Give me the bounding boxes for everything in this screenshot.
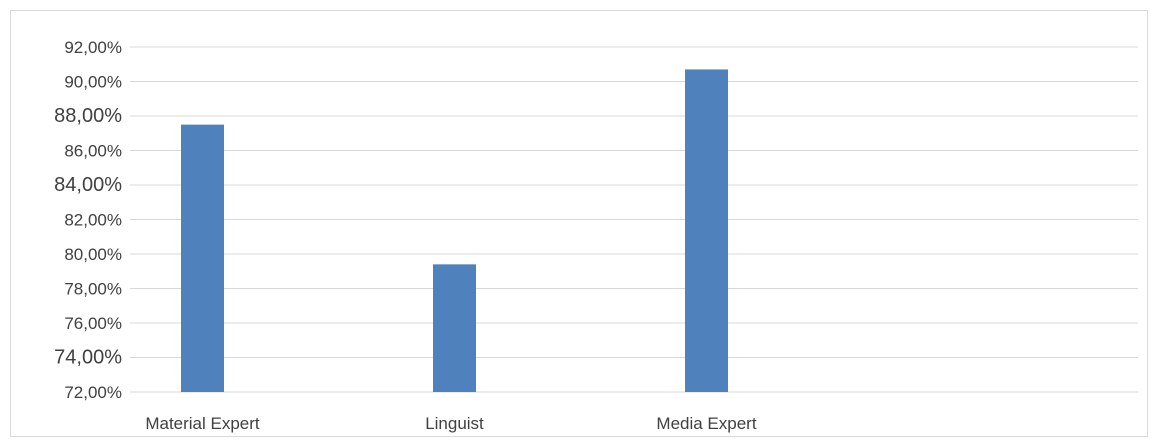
grid-layer — [130, 46, 1138, 393]
y-tick-label: 82,00% — [64, 211, 122, 230]
x-tick-label: Media Expert — [656, 414, 756, 433]
y-tick-label: 72,00% — [64, 383, 122, 402]
y-tick-label: 86,00% — [64, 142, 122, 161]
y-tick-label: 84,00% — [54, 174, 122, 196]
y-tick-label: 80,00% — [64, 245, 122, 264]
y-tick-label: 88,00% — [54, 105, 122, 127]
y-tick-label: 92,00% — [64, 38, 122, 57]
y-axis-ticks: 72,00% 74,00% 76,00% 78,00% 80,00% 82,00% 84,0… — [54, 38, 122, 402]
y-tick-label: 90,00% — [64, 73, 122, 92]
bars — [181, 69, 728, 393]
y-tick-label: 78,00% — [64, 280, 122, 299]
x-tick-label: Material Expert — [145, 414, 260, 433]
bar — [433, 264, 476, 392]
x-tick-label: Linguist — [425, 414, 484, 433]
y-tick-label: 76,00% — [64, 314, 122, 333]
bar — [181, 124, 224, 392]
bar — [685, 69, 728, 393]
x-axis-ticks: Material Expert Linguist Media Expert — [145, 414, 757, 433]
y-tick-label: 74,00% — [54, 347, 122, 369]
